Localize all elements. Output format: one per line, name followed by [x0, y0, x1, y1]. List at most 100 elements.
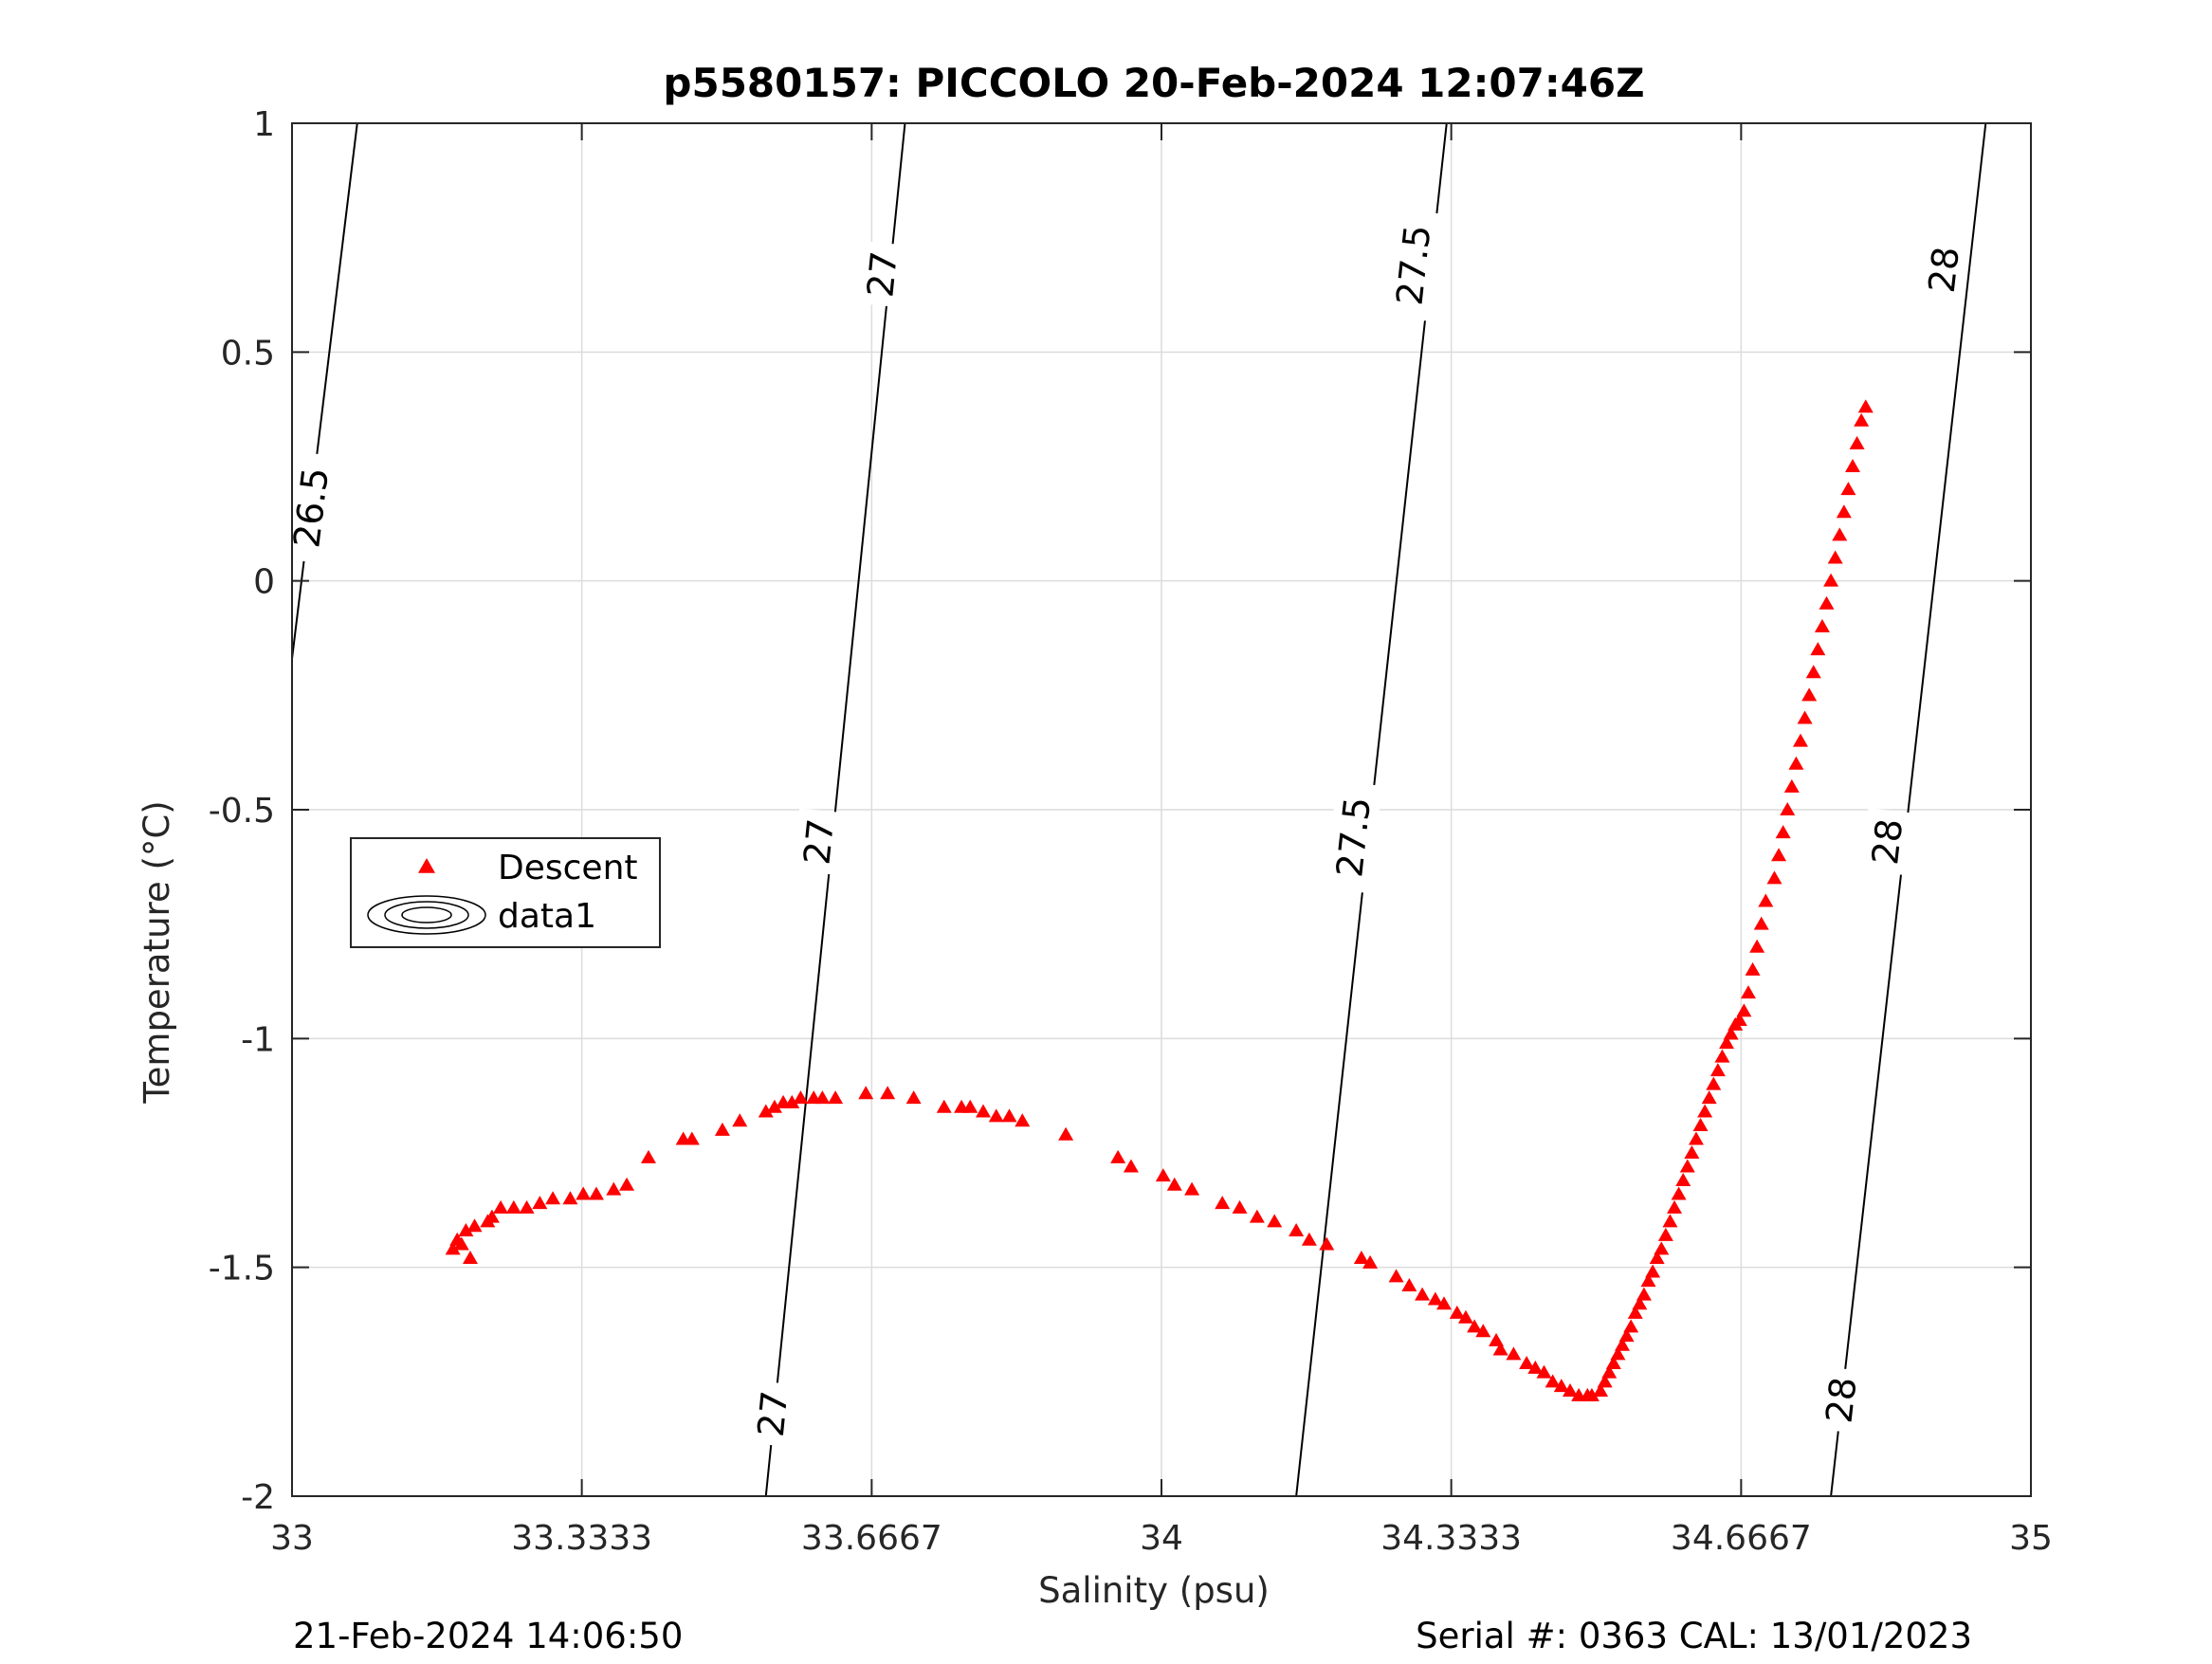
x-axis-label: Salinity (psu): [1038, 1570, 1270, 1611]
descent-point: [1427, 1291, 1443, 1306]
y-tick-label: 0: [253, 563, 275, 602]
y-tick-label: 1: [253, 105, 275, 144]
descent-point: [1819, 595, 1835, 610]
descent-point: [1536, 1364, 1552, 1379]
descent-point: [562, 1191, 578, 1205]
descent-point: [458, 1223, 474, 1237]
descent-point: [1610, 1346, 1626, 1361]
descent-point: [1640, 1273, 1656, 1288]
descent-point: [1749, 939, 1765, 953]
descent-point: [466, 1218, 483, 1233]
descent-point: [1832, 527, 1848, 541]
descent-point: [1155, 1168, 1171, 1182]
descent-series: [445, 399, 1874, 1401]
descent-point: [1679, 1159, 1695, 1173]
descent-point: [905, 1090, 922, 1105]
descent-point: [505, 1199, 521, 1214]
descent-point: [793, 1090, 809, 1105]
footer-timestamp: 21-Feb-2024 14:06:50: [293, 1616, 683, 1656]
descent-point: [766, 1099, 782, 1113]
descent-point: [1827, 550, 1843, 564]
descent-point: [1184, 1181, 1200, 1196]
descent-point: [462, 1251, 478, 1265]
descent-point: [1771, 848, 1787, 862]
descent-point: [1615, 1337, 1631, 1351]
descent-point: [453, 1236, 469, 1251]
descent-point: [1636, 1287, 1652, 1301]
contour-label-gap: [1325, 780, 1382, 894]
descent-point: [1854, 412, 1870, 427]
descent-point: [1632, 1296, 1648, 1310]
descent-point: [1688, 1131, 1704, 1145]
descent-point: [1845, 459, 1861, 472]
descent-point: [1745, 961, 1761, 976]
descent-point: [758, 1104, 774, 1118]
descent-point: [1723, 1026, 1739, 1040]
descent-point: [1667, 1199, 1683, 1214]
contour-label: 27.5: [1328, 795, 1379, 880]
descent-point: [1353, 1251, 1369, 1265]
descent-point: [1492, 1342, 1508, 1356]
legend: Descent data1: [350, 837, 661, 948]
descent-point: [1623, 1319, 1639, 1333]
legend-contour-ring: [401, 906, 452, 923]
contour-label: 27: [795, 817, 842, 868]
descent-point: [1788, 756, 1804, 770]
contour-line-27: [764, 122, 906, 1497]
descent-point: [619, 1177, 635, 1191]
descent-point: [1797, 710, 1813, 724]
descent-point: [1801, 687, 1818, 702]
descent-point: [1593, 1382, 1609, 1397]
y-tick-label: -1.5: [209, 1250, 275, 1289]
axis-ticks: 33 33.3333 33.6667 34 34.3333 34.6667 35 -2 -1.5…: [209, 105, 2053, 1558]
descent-point: [1583, 1387, 1600, 1401]
descent-point: [1166, 1177, 1182, 1191]
descent-point: [1388, 1269, 1404, 1283]
contour-label: 28: [1819, 1375, 1865, 1425]
y-tick-label: -2: [241, 1478, 275, 1517]
descent-point: [1362, 1254, 1379, 1269]
descent-point: [1553, 1379, 1569, 1393]
descent-point: [1249, 1209, 1265, 1223]
contour-label-gap: [1917, 235, 1970, 303]
descent-point: [1123, 1159, 1139, 1173]
descent-point: [1753, 916, 1769, 930]
descent-point: [1545, 1374, 1561, 1388]
descent-point: [1805, 665, 1821, 679]
x-tick-label: 34.3333: [1380, 1519, 1522, 1558]
descent-point: [1849, 435, 1865, 449]
descent-point: [1662, 1214, 1678, 1228]
legend-contour-ring: [384, 901, 469, 929]
descent-point: [1857, 399, 1874, 413]
contour-label: 27.5: [1388, 223, 1438, 307]
descent-point: [976, 1104, 992, 1118]
contour-label: 28: [1921, 245, 1967, 295]
descent-point: [532, 1196, 548, 1210]
descent-point: [640, 1149, 656, 1163]
descent-point: [1814, 618, 1830, 632]
descent-point: [1289, 1223, 1305, 1237]
contour-label-gap: [282, 450, 340, 564]
legend-data1-label: data1: [498, 897, 596, 936]
descent-point: [1780, 802, 1796, 815]
descent-point: [858, 1086, 874, 1100]
descent-point: [1692, 1118, 1709, 1132]
descent-point: [1706, 1076, 1722, 1090]
y-tick-label: -0.5: [209, 792, 275, 831]
descent-point: [1714, 1049, 1730, 1063]
descent-point: [1657, 1227, 1673, 1241]
descent-point: [784, 1094, 800, 1108]
descent-point: [1489, 1332, 1505, 1346]
descent-point: [936, 1099, 952, 1113]
descent-point: [1457, 1309, 1473, 1324]
descent-point: [1783, 778, 1800, 793]
y-tick-label: 0.5: [221, 334, 275, 373]
descent-point: [1627, 1305, 1643, 1319]
descent-point: [1110, 1149, 1126, 1163]
descent-point: [1475, 1324, 1491, 1338]
descent-point: [588, 1186, 604, 1200]
legend-descent-label: Descent: [498, 849, 638, 887]
descent-point: [1731, 1013, 1747, 1027]
descent-point: [1519, 1356, 1535, 1370]
